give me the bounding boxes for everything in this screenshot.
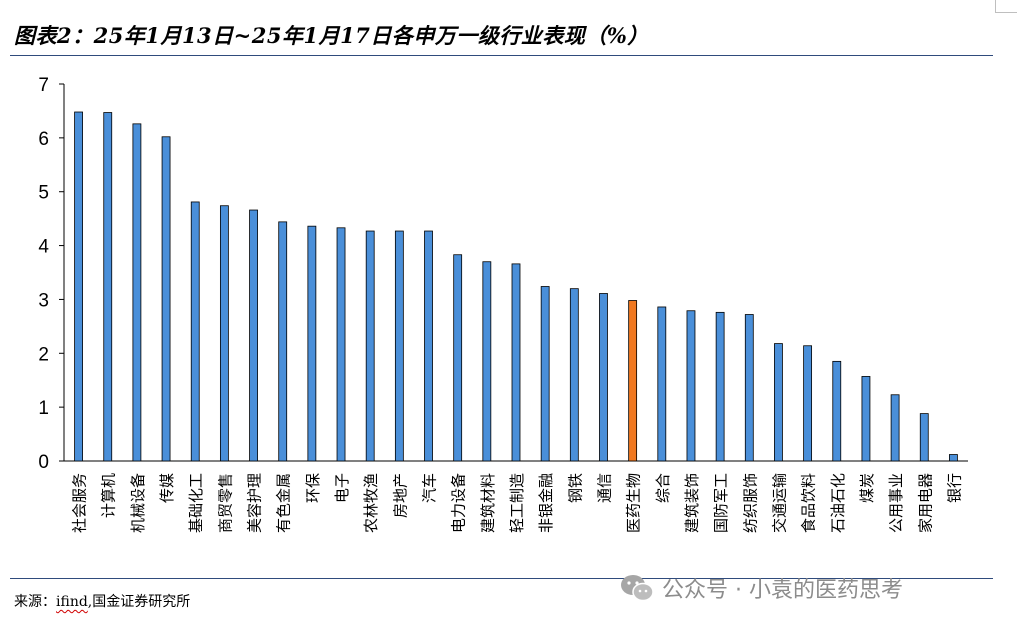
x-category-label: 家用电器 [916, 473, 934, 533]
bar [803, 345, 813, 462]
bar-chart: 0 1 2 3 4 5 6 7 社会服务 计算机 机械设备 传媒 基础化工 商贸零售 美容护理 有色金属 环保… [38, 75, 968, 533]
x-category-label: 农林牧渔 [362, 473, 380, 533]
x-category-label: 房地产 [391, 473, 409, 518]
bar [249, 209, 258, 462]
x-category-label: 煤炭 [858, 473, 876, 503]
bar [890, 394, 900, 462]
x-category-label: 建筑装饰 [683, 473, 701, 533]
bar [103, 112, 113, 462]
bar [74, 111, 83, 462]
x-category-label: 食品饮料 [800, 473, 818, 533]
y-tick-label: 5 [38, 183, 49, 204]
y-tick-label: 0 [38, 452, 49, 473]
x-category-label: 通信 [595, 473, 613, 503]
x-category-label: 有色金属 [275, 473, 293, 533]
y-tick-label: 7 [38, 75, 49, 96]
bar [161, 136, 171, 462]
x-category-label: 纺织服饰 [741, 473, 759, 533]
x-category-label: 基础化工 [187, 473, 205, 533]
y-axis: 0 1 2 3 4 5 6 7 [38, 75, 65, 473]
x-category-label: 石油石化 [829, 473, 847, 533]
x-category-label: 商贸零售 [216, 473, 234, 533]
watermark-text: 公众号 · 小袁的医药思考 [662, 578, 903, 603]
bar [511, 263, 521, 462]
x-category-label: 非银金融 [537, 473, 555, 533]
bar [569, 288, 579, 462]
bar [278, 221, 288, 462]
x-category-label: 传媒 [158, 473, 176, 503]
bar [132, 123, 142, 462]
source-divider [10, 578, 993, 579]
title-divider [10, 55, 993, 56]
bar [453, 254, 463, 462]
bar [394, 230, 404, 462]
x-category-label: 建筑材料 [479, 473, 497, 533]
bar [919, 413, 929, 462]
watermark: 公众号 · 小袁的医药思考 [620, 572, 903, 604]
bar [424, 230, 433, 462]
x-category-label: 钢铁 [566, 473, 584, 503]
x-category-label: 机械设备 [129, 473, 147, 533]
bar [686, 310, 696, 462]
wechat-icon [621, 575, 654, 602]
bar [190, 201, 200, 462]
bar [540, 286, 550, 462]
x-category-label: 综合 [654, 473, 672, 503]
x-category-label: 医药生物 [625, 473, 643, 533]
bar [744, 314, 754, 462]
y-tick-label: 4 [38, 237, 49, 258]
x-category-label: 计算机 [100, 473, 118, 518]
source-note: 来源：ifind,国金证券研究所 [14, 591, 190, 611]
bar [336, 227, 346, 462]
x-category-label: 汽车 [421, 473, 439, 503]
x-category-label: 银行 [945, 473, 963, 503]
bar [861, 376, 871, 462]
bar [219, 205, 229, 462]
x-category-label: 电子 [333, 473, 351, 503]
source-rest: ,国金证券研究所 [87, 594, 191, 610]
y-tick-label: 6 [38, 129, 49, 150]
figure-title: 图表2：25年1月13日~25年1月17日各申万一级行业表现（%） [14, 23, 649, 48]
corner-frame-mark [995, 0, 1017, 13]
y-tick-label: 1 [38, 398, 49, 419]
bar [715, 311, 725, 462]
x-category-label: 环保 [304, 473, 322, 503]
x-category-label: 美容护理 [246, 473, 264, 533]
x-category-label: 社会服务 [71, 473, 89, 533]
y-tick-label: 2 [38, 344, 49, 365]
x-category-label: 国防军工 [712, 473, 730, 533]
x-category-label: 公用事业 [887, 473, 905, 533]
bar [774, 343, 783, 462]
bar [482, 261, 492, 462]
bar-series [74, 111, 958, 462]
x-category-label: 交通运输 [770, 473, 788, 533]
bar [949, 454, 958, 462]
bar [832, 360, 842, 462]
bar [657, 306, 667, 462]
y-tick-label: 3 [38, 290, 49, 311]
bar [599, 293, 608, 462]
source-label: 来源： [14, 594, 56, 610]
bar [365, 230, 375, 462]
bar [628, 300, 638, 462]
source-ifind: ifind [56, 594, 88, 610]
x-category-label: 轻工制造 [508, 473, 526, 533]
category-labels: 社会服务 计算机 机械设备 传媒 基础化工 商贸零售 美容护理 有色金属 环保 电子 农林牧渔 房地产… [71, 473, 964, 533]
x-category-label: 电力设备 [450, 473, 468, 533]
bar [307, 225, 317, 462]
